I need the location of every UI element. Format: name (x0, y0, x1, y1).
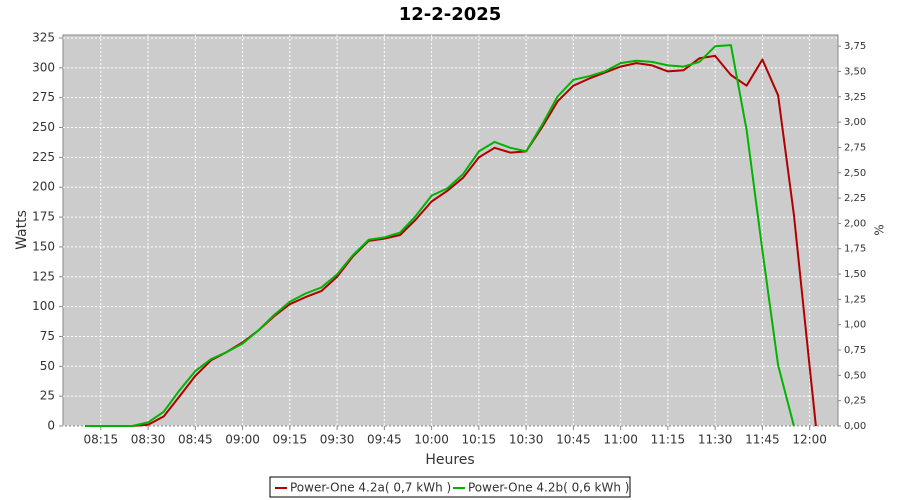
y2-tick-label: 1,50 (844, 269, 866, 280)
series-line (85, 44, 795, 427)
x-tick-label: 10:15 (462, 433, 497, 447)
x-tick-label: 11:00 (603, 433, 638, 447)
y2-tick-label: 2,50 (844, 168, 866, 179)
chart-title: 12-2-2025 (399, 4, 502, 25)
legend-label: Power-One 4.2b( 0,6 kWh ) (468, 481, 629, 495)
x-axis-label: Heures (425, 452, 474, 468)
y2-tick-label: 1,00 (844, 320, 866, 331)
y2-tick-label: 1,75 (844, 244, 866, 255)
y-tick-label: 100 (32, 299, 55, 313)
x-tick-label: 09:00 (225, 433, 260, 447)
x-tick-label: 09:15 (273, 433, 308, 447)
x-tick-label: 11:15 (651, 433, 686, 447)
x-tick-label: 11:45 (745, 433, 780, 447)
y-tick-label: 75 (40, 329, 55, 343)
y-tick-label: 25 (40, 389, 55, 403)
y2-tick-label: 0,50 (844, 370, 866, 381)
y2-tick-label: 0,00 (844, 421, 866, 432)
plot-area (62, 34, 839, 427)
y2-tick-label: 0,75 (844, 345, 866, 356)
y2-tick-label: 3,75 (844, 41, 866, 52)
y2-tick-label: 2,25 (844, 193, 866, 204)
y-tick-label: 0 (47, 419, 55, 433)
x-tick-label: 09:30 (320, 433, 355, 447)
y2-tick-label: 3,00 (844, 117, 866, 128)
y2-axis-label: % (873, 224, 887, 235)
x-tick-label: 12:00 (792, 433, 827, 447)
y-tick-label: 325 (32, 30, 55, 44)
x-tick-label: 10:00 (414, 433, 449, 447)
x-tick-label: 11:30 (698, 433, 733, 447)
x-tick-label: 10:45 (556, 433, 591, 447)
y2-tick-label: 3,50 (844, 66, 866, 77)
x-tick-label: 08:30 (131, 433, 166, 447)
y-tick-label: 150 (32, 239, 55, 253)
y-tick-label: 125 (32, 269, 55, 283)
x-tick-label: 08:45 (178, 433, 213, 447)
y2-tick-label: 1,25 (844, 294, 866, 305)
y-tick-label: 175 (32, 210, 55, 224)
y-axis-label: Watts (14, 210, 30, 250)
y2-tick-label: 2,75 (844, 142, 866, 153)
y-tick-label: 225 (32, 150, 55, 164)
y-tick-label: 50 (40, 359, 55, 373)
y-tick-label: 300 (32, 60, 55, 74)
y-tick-label: 275 (32, 90, 55, 104)
x-tick-label: 08:15 (84, 433, 119, 447)
x-tick-label: 09:45 (367, 433, 402, 447)
x-tick-label: 10:30 (509, 433, 544, 447)
legend (269, 476, 631, 498)
legend-label: Power-One 4.2a( 0,7 kWh ) (290, 481, 451, 495)
y2-tick-label: 0,25 (844, 396, 866, 407)
y-tick-label: 250 (32, 120, 55, 134)
y-tick-label: 200 (32, 180, 55, 194)
y2-tick-label: 3,25 (844, 92, 866, 103)
y2-tick-label: 2,00 (844, 218, 866, 229)
